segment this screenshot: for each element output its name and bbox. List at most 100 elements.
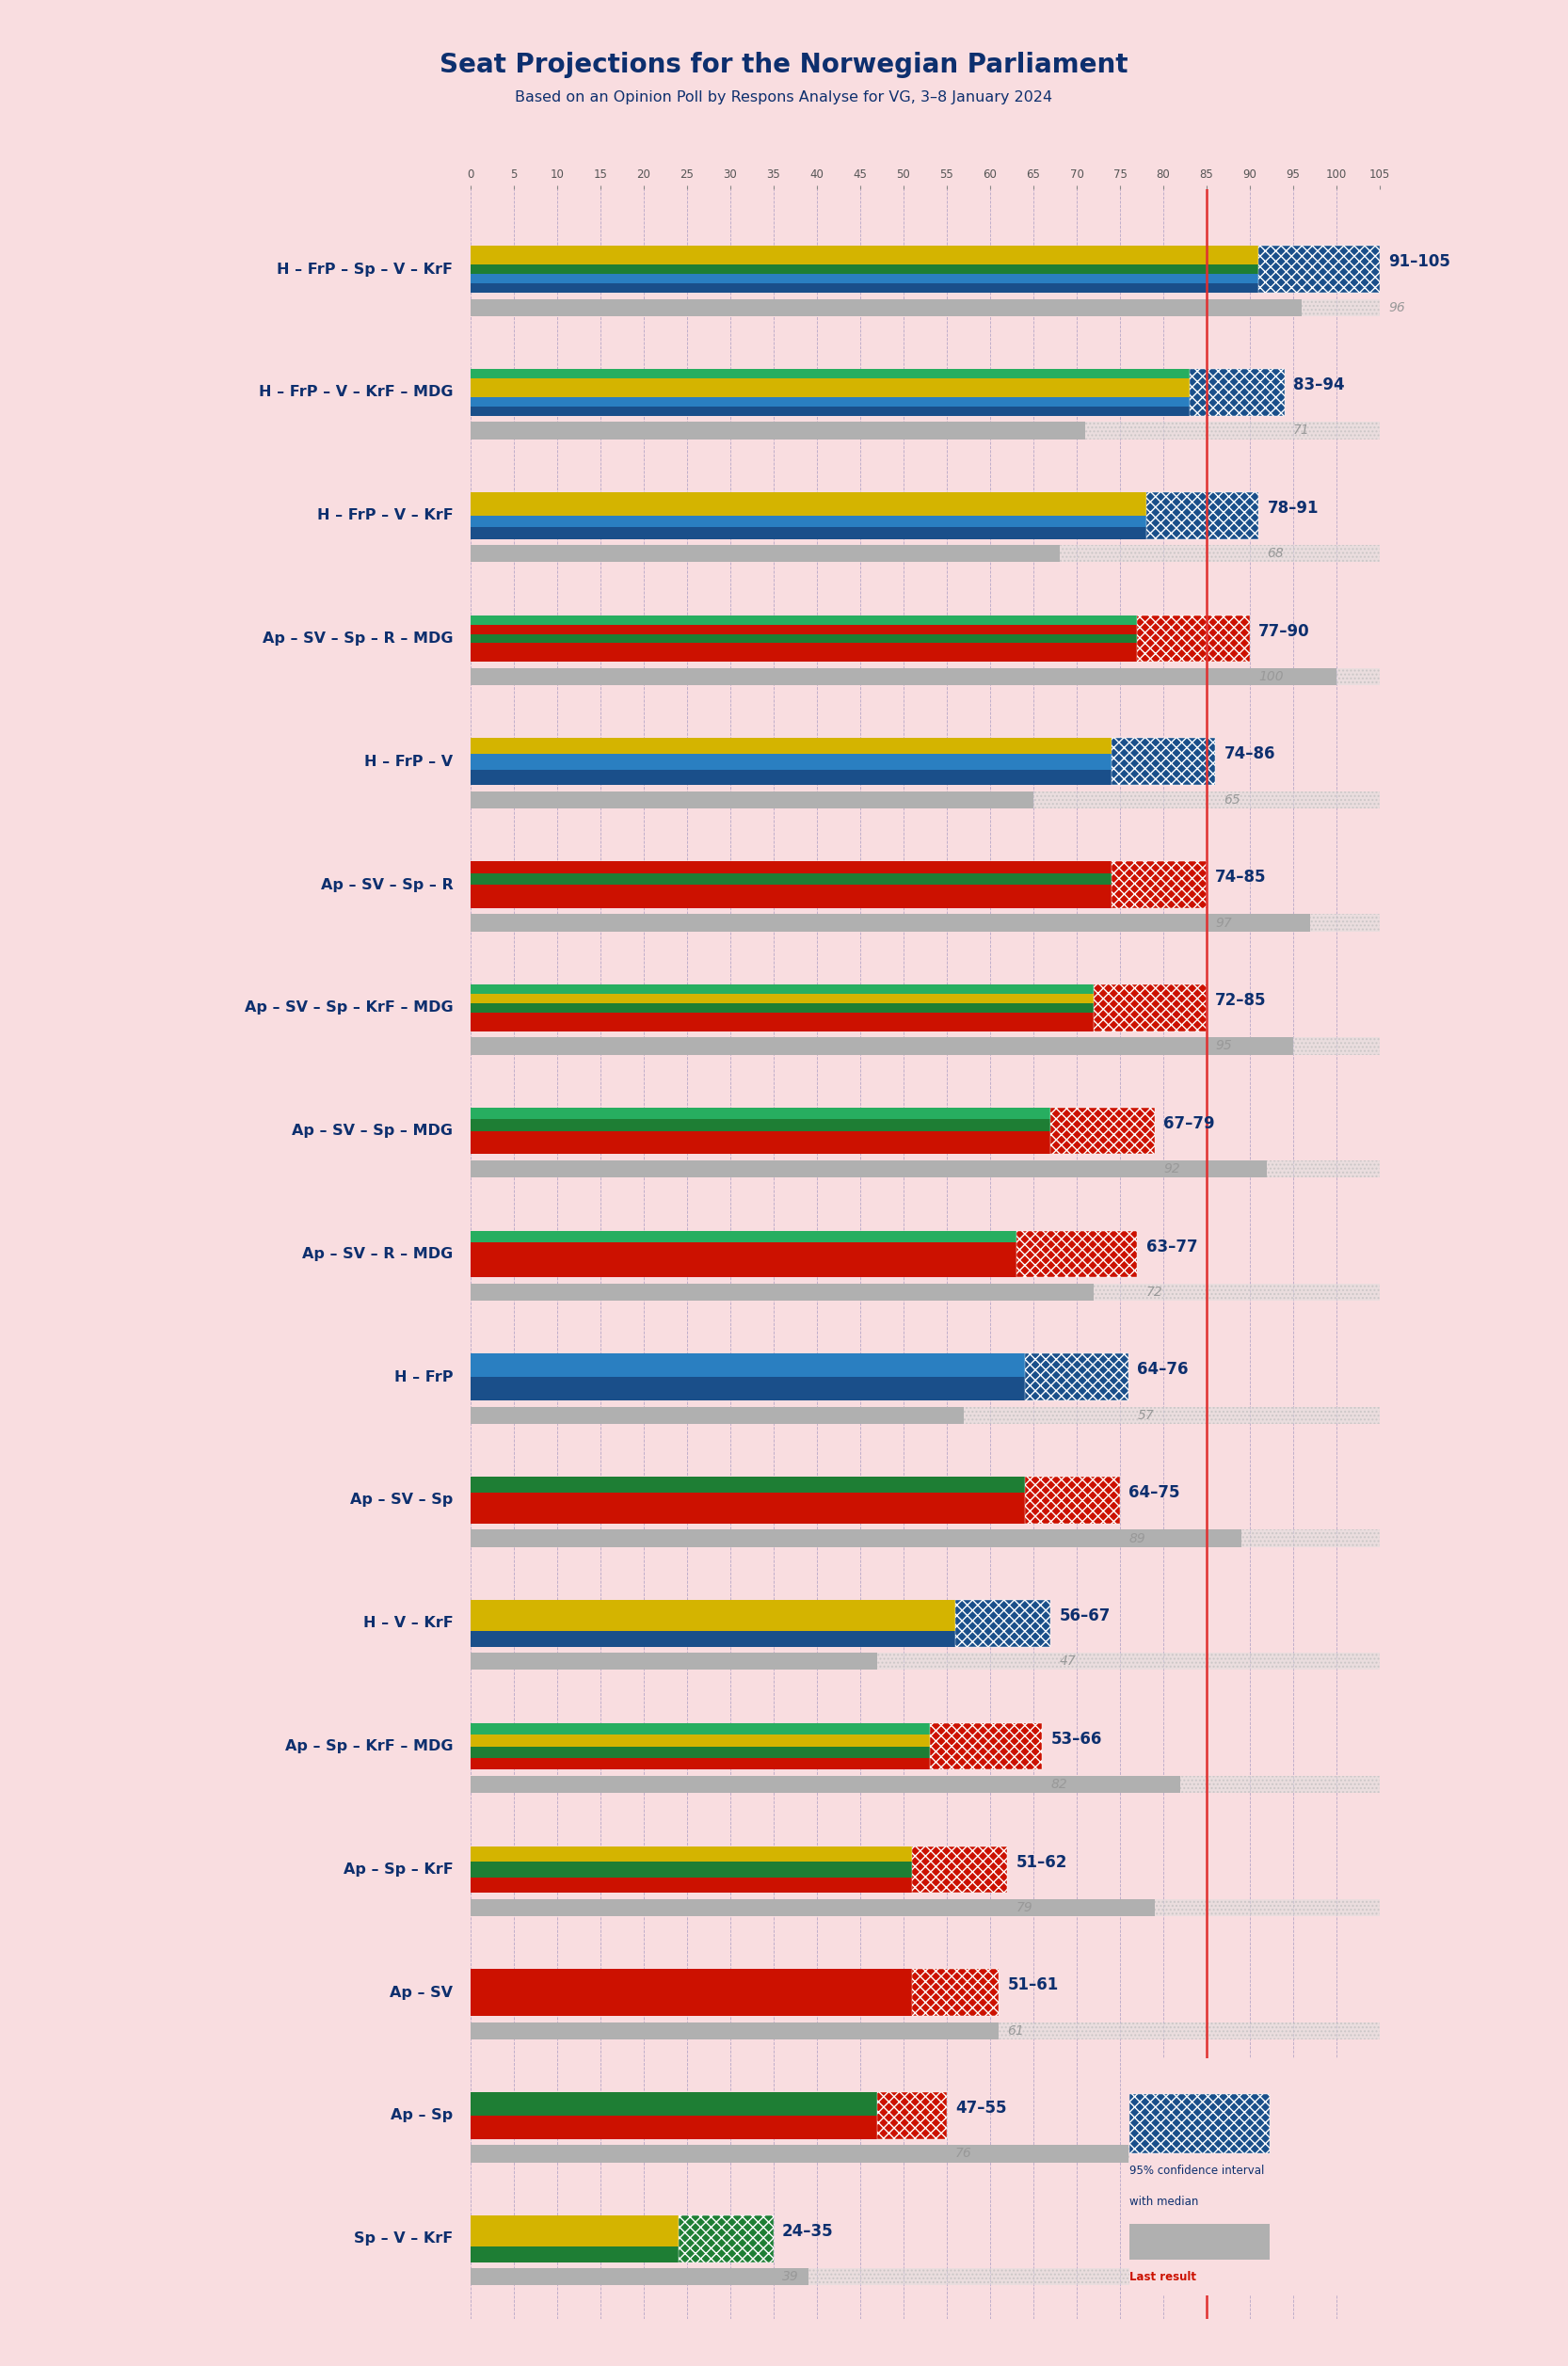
Bar <box>470 2231 679 2245</box>
Bar <box>470 790 1033 809</box>
Text: Ap – SV – Sp: Ap – SV – Sp <box>350 1493 453 1507</box>
Bar <box>470 897 1112 909</box>
Bar <box>470 1131 1051 1143</box>
Bar <box>470 388 1189 397</box>
Bar <box>470 298 1380 317</box>
Text: 65: 65 <box>1225 793 1240 807</box>
Bar <box>1129 2094 1270 2153</box>
Text: H – FrP: H – FrP <box>394 1370 453 1384</box>
Bar <box>470 274 1259 284</box>
Bar <box>470 1159 1380 1178</box>
Bar <box>470 544 1060 563</box>
Bar <box>470 1230 1016 1242</box>
Text: 63–77: 63–77 <box>1146 1237 1198 1254</box>
Bar <box>470 2146 1129 2163</box>
Bar <box>470 1616 955 1630</box>
Text: Ap – SV – Sp – R – MDG: Ap – SV – Sp – R – MDG <box>262 632 453 646</box>
Bar <box>470 544 1380 563</box>
Bar <box>470 1353 1025 1377</box>
Text: 95: 95 <box>1215 1039 1232 1053</box>
Bar <box>1129 2094 1270 2153</box>
Bar <box>470 544 1380 563</box>
Bar <box>470 1777 1181 1793</box>
Bar <box>470 246 1259 256</box>
Bar <box>470 1107 1051 1119</box>
Text: Seat Projections for the Norwegian Parliament: Seat Projections for the Norwegian Parli… <box>439 52 1129 78</box>
Bar <box>470 1900 1380 1916</box>
Bar <box>955 1599 1051 1647</box>
Bar <box>470 1119 1051 1131</box>
Bar <box>470 1507 1025 1524</box>
Bar <box>470 516 1146 528</box>
Bar <box>470 1969 913 1992</box>
Text: 39: 39 <box>782 2271 800 2283</box>
Bar <box>1016 1230 1137 1278</box>
Bar <box>1051 1107 1154 1155</box>
Bar <box>470 1992 913 2016</box>
Bar <box>470 1900 1380 1916</box>
Bar <box>470 913 1380 932</box>
Text: Ap – SV – Sp – MDG: Ap – SV – Sp – MDG <box>292 1124 453 1138</box>
Text: 82: 82 <box>1051 1777 1068 1791</box>
Bar <box>1025 1353 1129 1401</box>
Bar <box>470 1476 1025 1493</box>
Bar <box>1137 615 1250 662</box>
Bar <box>470 504 1146 516</box>
Bar <box>1094 984 1207 1032</box>
Bar <box>878 2092 947 2139</box>
Bar <box>470 1777 1380 1793</box>
Text: 91–105: 91–105 <box>1389 253 1450 270</box>
Bar <box>470 625 1137 634</box>
Bar <box>1146 492 1259 539</box>
Bar <box>470 913 1380 932</box>
Text: H – FrP – Sp – V – KrF: H – FrP – Sp – V – KrF <box>278 263 453 277</box>
Bar <box>470 653 1137 662</box>
Text: Ap – SV – Sp – R: Ap – SV – Sp – R <box>320 878 453 892</box>
Bar <box>1259 246 1380 293</box>
Bar <box>470 1377 1025 1401</box>
Text: H – FrP – V: H – FrP – V <box>364 755 453 769</box>
Bar <box>470 790 1380 809</box>
Text: 95% confidence interval: 95% confidence interval <box>1129 2165 1264 2177</box>
Text: 61: 61 <box>1007 2023 1024 2037</box>
Bar <box>470 755 1112 769</box>
Bar <box>1189 369 1284 416</box>
Text: 77–90: 77–90 <box>1259 622 1309 639</box>
Bar <box>913 1845 1007 1893</box>
Bar <box>470 615 1137 625</box>
Text: 74–85: 74–85 <box>1215 868 1267 885</box>
Text: Ap – Sp – KrF: Ap – Sp – KrF <box>343 1862 453 1876</box>
Bar <box>930 1722 1043 1770</box>
Text: Ap – SV – Sp – KrF – MDG: Ap – SV – Sp – KrF – MDG <box>245 1001 453 1015</box>
Bar <box>679 2215 773 2262</box>
Text: 51–62: 51–62 <box>1016 1853 1068 1872</box>
Bar <box>470 2146 1380 2163</box>
Text: 72: 72 <box>1146 1285 1163 1299</box>
Bar <box>470 1036 1380 1055</box>
Text: 47: 47 <box>1060 1654 1076 1668</box>
Bar <box>1112 861 1207 909</box>
Bar <box>470 1531 1242 1547</box>
Text: H – FrP – V – KrF: H – FrP – V – KrF <box>317 509 453 523</box>
Bar <box>470 1282 1094 1301</box>
Bar <box>470 861 1112 873</box>
Bar <box>470 1022 1094 1032</box>
Bar <box>470 1654 1380 1670</box>
Bar <box>470 298 1380 317</box>
Bar <box>1016 1230 1137 1278</box>
Bar <box>470 1758 930 1770</box>
Text: 57: 57 <box>1137 1408 1154 1422</box>
Bar <box>470 984 1094 994</box>
Bar <box>470 369 1189 379</box>
Bar <box>470 1282 1380 1301</box>
Text: 24–35: 24–35 <box>782 2222 834 2241</box>
Bar <box>878 2092 947 2139</box>
Text: Ap – SV: Ap – SV <box>390 1985 453 1999</box>
Bar <box>913 1969 999 2016</box>
Text: 100: 100 <box>1259 670 1284 684</box>
Bar <box>470 1531 1380 1547</box>
Text: H – FrP – V – KrF – MDG: H – FrP – V – KrF – MDG <box>259 386 453 400</box>
Bar <box>1025 1476 1120 1524</box>
Bar <box>1025 1353 1129 1401</box>
Text: 83–94: 83–94 <box>1294 376 1345 393</box>
